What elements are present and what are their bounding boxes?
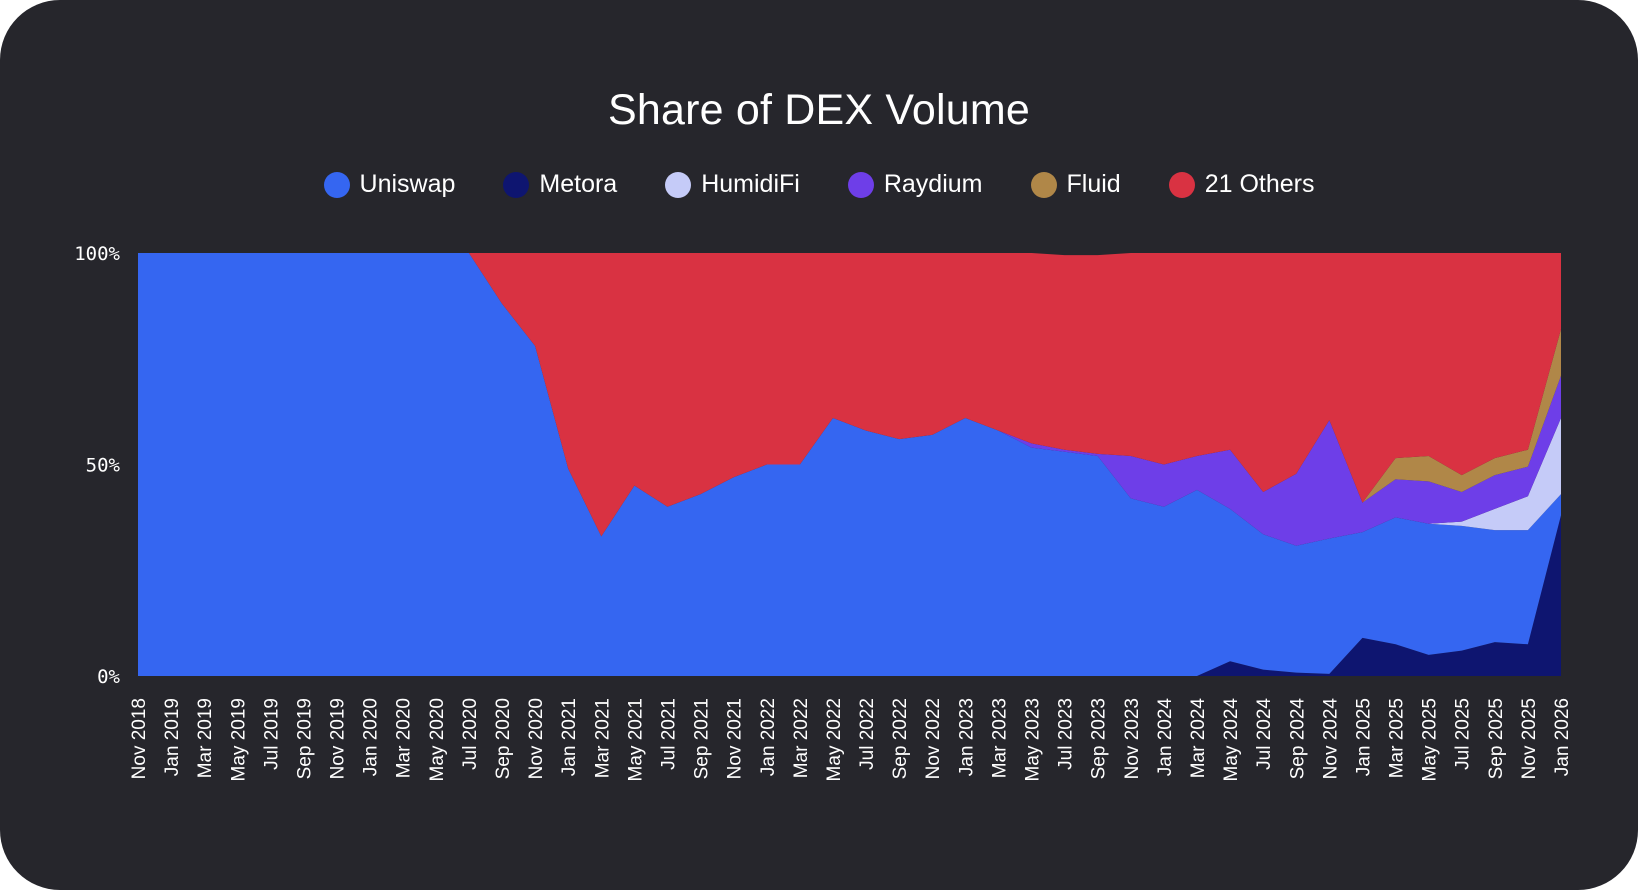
x-tick-label: Jul 2025 (1453, 698, 1474, 770)
x-tick-label: Mar 2024 (1188, 698, 1209, 779)
legend-label-metora: Metora (539, 170, 618, 198)
y-tick-label: 0% (97, 666, 120, 688)
x-tick-label: Nov 2025 (1519, 698, 1540, 779)
legend-item-humidifi[interactable]: HumidiFi (665, 170, 800, 199)
y-tick-label: 100% (74, 243, 120, 265)
x-tick-label: Jan 2019 (162, 698, 183, 776)
x-tick-label: Jan 2023 (956, 698, 977, 776)
legend-item-fluid[interactable]: Fluid (1030, 170, 1121, 199)
x-tick-label: May 2022 (824, 698, 845, 781)
x-tick-label: Nov 2024 (1320, 698, 1341, 780)
x-tick-label: May 2024 (1221, 698, 1242, 782)
x-tick-label: Jul 2022 (857, 698, 878, 770)
legend-swatch-metora (503, 171, 530, 198)
x-tick-label: Nov 2022 (923, 698, 944, 779)
legend-item-others[interactable]: 21 Others (1168, 170, 1315, 199)
x-tick-label: Nov 2018 (129, 698, 150, 779)
chart-title: Share of DEX Volume (607, 86, 1031, 134)
x-tick-label: Jan 2026 (1552, 698, 1573, 776)
legend-item-metora[interactable]: Metora (503, 170, 617, 199)
x-tick-label: Mar 2022 (791, 698, 812, 778)
x-tick-label: Jan 2025 (1353, 698, 1374, 776)
x-tick-label: May 2025 (1420, 698, 1441, 781)
x-tick-label: Jul 2021 (658, 698, 679, 770)
x-tick-label: May 2020 (427, 698, 448, 781)
x-tick-label: Jul 2023 (1056, 698, 1077, 770)
legend-label-humidifi: HumidiFi (701, 170, 800, 198)
x-tick-label: Jul 2020 (460, 698, 481, 770)
x-tick-label: Sep 2022 (890, 698, 911, 779)
legend-label-others: 21 Others (1204, 170, 1315, 198)
x-tick-label: Sep 2024 (1287, 698, 1308, 780)
x-tick-label: Sep 2023 (1089, 698, 1110, 779)
legend-swatch-humidifi (665, 171, 692, 198)
x-tick-label: Sep 2019 (294, 698, 315, 779)
legend-label-raydium: Raydium (883, 170, 983, 198)
x-tick-label: Jan 2024 (1155, 698, 1176, 777)
legend-label-uniswap: Uniswap (359, 170, 456, 198)
x-tick-label: Mar 2019 (195, 698, 216, 778)
x-tick-label: May 2021 (625, 698, 646, 781)
legend-label-fluid: Fluid (1066, 170, 1121, 198)
legend-item-uniswap[interactable]: Uniswap (323, 170, 456, 199)
x-tick-label: Jan 2022 (758, 698, 779, 776)
area-21-others[interactable] (138, 253, 1561, 537)
x-tick-label: Mar 2021 (592, 698, 613, 778)
legend-swatch-fluid (1030, 171, 1057, 198)
legend-swatch-others (1168, 171, 1195, 198)
x-tick-label: May 2023 (1023, 698, 1044, 781)
area-raydium[interactable] (138, 253, 1561, 546)
area-uniswap[interactable] (138, 253, 1561, 676)
y-tick-label: 50% (86, 455, 121, 477)
x-tick-label: Jul 2019 (261, 698, 282, 770)
legend-swatch-uniswap (323, 171, 350, 198)
legend-item-raydium[interactable]: Raydium (847, 170, 983, 199)
x-tick-label: Jan 2020 (361, 698, 382, 776)
x-tick-label: Mar 2023 (989, 698, 1010, 778)
x-tick-label: Jul 2024 (1254, 698, 1275, 770)
legend: Uniswap Metora HumidiFi Raydium Fluid 21… (0, 170, 1638, 199)
x-tick-label: Nov 2019 (328, 698, 349, 779)
x-tick-label: Nov 2020 (526, 698, 547, 779)
x-tick-label: Sep 2025 (1486, 698, 1507, 779)
x-tick-label: Mar 2020 (394, 698, 415, 778)
x-tick-label: Nov 2023 (1122, 698, 1143, 779)
area-metora[interactable] (138, 515, 1561, 676)
x-tick-label: May 2019 (228, 698, 249, 781)
x-tick-label: Sep 2020 (493, 698, 514, 779)
x-tick-label: Mar 2025 (1387, 698, 1408, 778)
legend-swatch-raydium (847, 171, 874, 198)
x-tick-label: Nov 2021 (725, 698, 746, 779)
x-tick-label: Jan 2021 (559, 698, 580, 776)
x-tick-label: Sep 2021 (692, 698, 713, 779)
